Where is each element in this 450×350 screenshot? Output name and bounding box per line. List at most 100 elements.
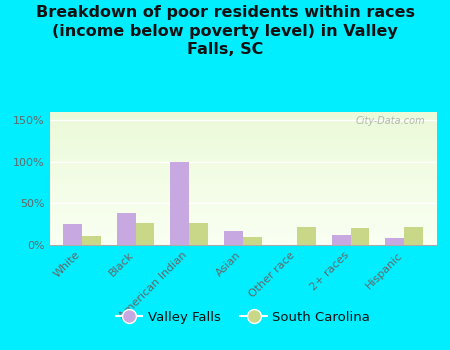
Bar (50, 241, 436, 242)
Bar (50, 153, 436, 154)
Legend: Valley Falls, South Carolina: Valley Falls, South Carolina (111, 305, 375, 329)
Bar (50, 194, 436, 195)
Bar (117, 214, 135, 245)
Bar (50, 223, 436, 224)
Bar (50, 177, 436, 178)
Bar (50, 115, 436, 116)
Bar (50, 117, 436, 118)
Bar (50, 221, 436, 222)
Text: City-Data.com: City-Data.com (355, 116, 425, 126)
Bar (224, 231, 243, 245)
Bar (50, 134, 436, 135)
Bar (50, 210, 436, 211)
Bar (50, 183, 436, 184)
Bar (50, 167, 436, 168)
Bar (50, 230, 436, 231)
Bar (135, 223, 154, 245)
Bar (50, 122, 436, 123)
Bar (243, 237, 262, 245)
Bar (50, 211, 436, 212)
Bar (50, 220, 436, 221)
Bar (50, 157, 436, 158)
Bar (50, 147, 436, 148)
Bar (50, 191, 436, 192)
Bar (50, 137, 436, 138)
Bar (50, 174, 436, 175)
Bar (50, 169, 436, 170)
Bar (50, 225, 436, 226)
Bar (50, 202, 436, 203)
Bar (50, 207, 436, 208)
Bar (50, 226, 436, 227)
Bar (332, 235, 351, 245)
Bar (50, 205, 436, 206)
Bar (50, 142, 436, 143)
Bar (50, 146, 436, 147)
Bar (404, 227, 423, 245)
Bar (50, 158, 436, 159)
Bar (50, 238, 436, 239)
Bar (50, 118, 436, 119)
Bar (50, 126, 436, 127)
Bar (50, 195, 436, 196)
Bar (171, 162, 189, 245)
Bar (50, 228, 436, 229)
Bar (50, 127, 436, 128)
Bar (50, 129, 436, 130)
Bar (50, 121, 436, 122)
Bar (50, 206, 436, 207)
Bar (50, 140, 436, 141)
Bar (50, 112, 436, 113)
Bar (50, 166, 436, 167)
Bar (50, 159, 436, 160)
Bar (50, 185, 436, 186)
Bar (50, 151, 436, 152)
Bar (50, 216, 436, 217)
Bar (50, 209, 436, 210)
Bar (50, 124, 436, 125)
Bar (50, 193, 436, 194)
Bar (50, 196, 436, 197)
Bar (50, 145, 436, 146)
Bar (297, 227, 315, 245)
Bar (50, 144, 436, 145)
Bar (50, 176, 436, 177)
Bar (50, 154, 436, 155)
Bar (50, 212, 436, 213)
Bar (50, 156, 436, 157)
Bar (50, 199, 436, 200)
Bar (50, 148, 436, 149)
Text: Breakdown of poor residents within races
(income below poverty level) in Valley
: Breakdown of poor residents within races… (36, 5, 414, 57)
Bar (50, 203, 436, 204)
Bar (50, 128, 436, 129)
Bar (50, 173, 436, 174)
Bar (50, 120, 436, 121)
Bar (50, 160, 436, 161)
Bar (50, 217, 436, 218)
Bar (50, 179, 436, 180)
Bar (50, 213, 436, 214)
Bar (50, 227, 436, 228)
Bar (50, 132, 436, 133)
Bar (50, 232, 436, 233)
Bar (50, 163, 436, 164)
Bar (50, 197, 436, 198)
Bar (50, 143, 436, 144)
Bar (50, 165, 436, 166)
Bar (50, 164, 436, 165)
Bar (50, 244, 436, 245)
Bar (50, 181, 436, 182)
Bar (50, 218, 436, 219)
Bar (50, 198, 436, 199)
Bar (50, 119, 436, 120)
Bar (50, 219, 436, 220)
Bar (50, 133, 436, 134)
Bar (50, 168, 436, 169)
Bar (50, 162, 436, 163)
Bar (50, 240, 436, 241)
Bar (50, 235, 436, 236)
Bar (50, 136, 436, 137)
Bar (50, 114, 436, 115)
Bar (50, 233, 436, 234)
Bar (50, 139, 436, 140)
